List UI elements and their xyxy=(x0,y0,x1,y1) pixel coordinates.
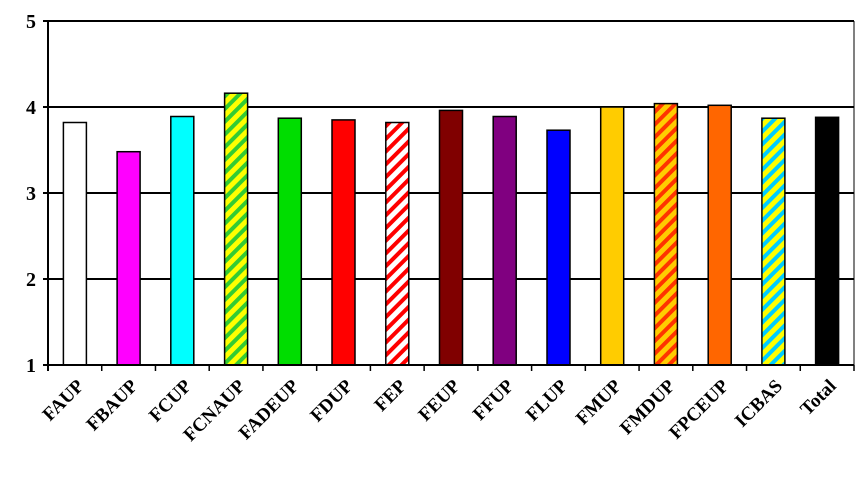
bar-fpceup xyxy=(707,104,732,366)
x-tick-label-feup: FEUP xyxy=(415,375,465,425)
bar-fep xyxy=(385,121,410,366)
axes xyxy=(43,20,855,371)
x-tick-label-fcup: FCUP xyxy=(145,375,196,426)
x-tick-label-total: Total xyxy=(796,376,840,420)
x-tick-label-fpceup: FPCEUP xyxy=(665,375,733,443)
x-tick-label-ffup: FFUP xyxy=(469,375,518,424)
bar-ffup xyxy=(492,115,517,366)
x-tick-label-icbas: ICBAS xyxy=(731,376,787,432)
x-tick-label-fdup: FDUP xyxy=(306,375,357,426)
bar-icbas xyxy=(761,117,786,366)
bar-faup xyxy=(62,121,88,366)
bar-fmup xyxy=(599,106,625,366)
bar-fadeup xyxy=(277,117,303,366)
x-tick-label-fbaup: FBAUP xyxy=(83,375,143,435)
y-tick-labels: 1 2 3 4 5 xyxy=(26,11,36,377)
x-tick-label-faup: FAUP xyxy=(39,375,89,425)
bar-total xyxy=(814,116,840,366)
y-tick-label-1: 1 xyxy=(26,355,36,377)
bar-feup xyxy=(438,109,464,366)
bar-flup xyxy=(546,129,571,366)
bar-fcnaup xyxy=(223,92,249,366)
bar-fmdup xyxy=(653,102,679,366)
bar-fbaup xyxy=(116,150,141,366)
bar-fdup xyxy=(331,119,356,366)
y-tick-label-4: 4 xyxy=(26,97,36,119)
y-tick-label-2: 2 xyxy=(26,269,36,291)
x-tick-label-fep: FEP xyxy=(371,375,412,416)
bars xyxy=(62,92,840,366)
x-tick-label-flup: FLUP xyxy=(522,375,572,425)
bar-fcup xyxy=(170,115,195,366)
y-tick-label-3: 3 xyxy=(26,183,36,205)
y-tick-label-5: 5 xyxy=(26,11,36,33)
x-tick-label-fadeup: FADEUP xyxy=(235,375,304,444)
